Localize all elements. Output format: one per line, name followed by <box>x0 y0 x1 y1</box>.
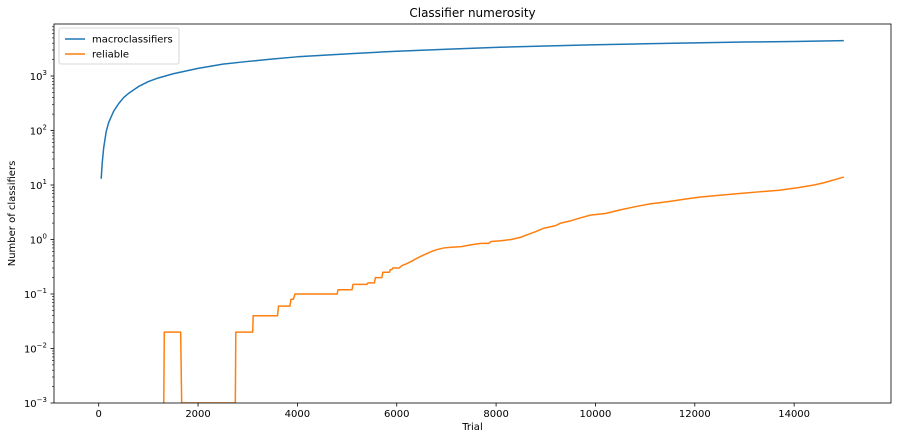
y-tick-exponent: −1 <box>37 287 47 295</box>
y-tick-exponent: 3 <box>43 69 47 77</box>
x-tick-label: 8000 <box>483 409 508 420</box>
x-tick-label: 14000 <box>778 409 810 420</box>
legend-box <box>58 27 180 65</box>
y-tick-exponent: 2 <box>43 124 47 132</box>
legend: macroclassifiers reliable <box>58 27 180 65</box>
x-tick-label: 2000 <box>185 409 210 420</box>
y-axis-title: Number of classifiers <box>7 161 18 267</box>
series-line-macroclassifiers <box>100 39 844 179</box>
y-tick-exponent: −2 <box>37 342 47 350</box>
legend-label-reliable: reliable <box>92 50 129 61</box>
axes-layer: 0 2000 4000 6000 8000 10000 12000 1400010−310−2… <box>24 23 892 420</box>
legend-label-macroclassifiers: macroclassifiers <box>92 35 173 46</box>
y-tick-exponent: 0 <box>43 233 47 241</box>
x-tick-label: 0 <box>96 409 102 420</box>
x-tick-label: 6000 <box>384 409 409 420</box>
x-tick-label: 10000 <box>580 409 612 420</box>
y-tick-exponent: −3 <box>37 396 47 404</box>
x-tick-label: 4000 <box>285 409 310 420</box>
y-tick-exponent: 1 <box>43 178 47 186</box>
series-layer <box>100 39 845 403</box>
x-tick-label: 12000 <box>679 409 711 420</box>
x-axis-title: Trial <box>461 422 482 433</box>
series-line-reliable <box>163 176 845 403</box>
chart-title: Classifier numerosity <box>409 6 535 20</box>
